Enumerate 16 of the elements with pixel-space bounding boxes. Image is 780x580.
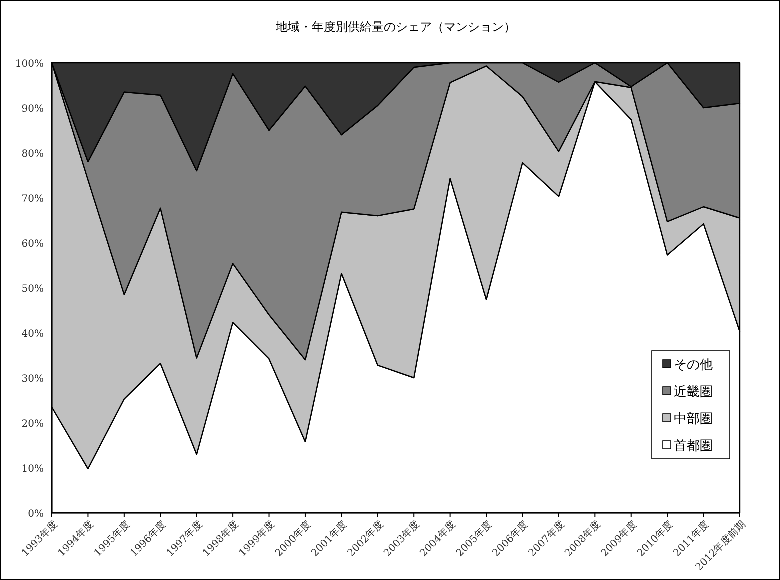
legend-label: 近畿圏	[674, 385, 713, 400]
y-tick-label: 80%	[22, 149, 44, 160]
y-tick-label: 20%	[22, 419, 44, 430]
y-tick-label: 40%	[22, 329, 44, 340]
y-tick-label: 100%	[15, 59, 44, 70]
y-tick-label: 70%	[22, 194, 44, 205]
y-tick-label: 30%	[22, 374, 44, 385]
legend-label: その他	[674, 358, 713, 373]
y-tick-label: 0%	[28, 509, 44, 520]
y-tick-label: 60%	[22, 239, 44, 250]
legend-label: 首都圏	[674, 439, 713, 454]
y-tick-label: 10%	[22, 464, 44, 475]
y-tick-label: 50%	[22, 284, 44, 295]
y-tick-label: 90%	[22, 104, 44, 115]
legend-label: 中部圏	[674, 412, 713, 427]
chart-title: 地域・年度別供給量のシェア（マンション）	[275, 20, 516, 34]
